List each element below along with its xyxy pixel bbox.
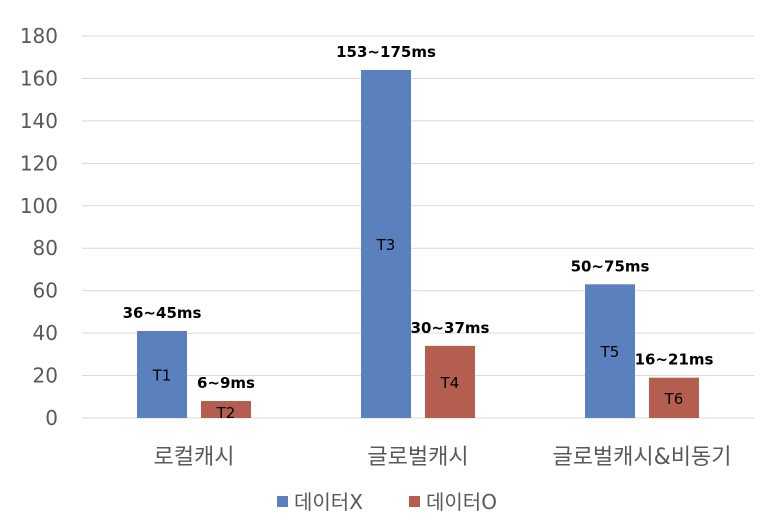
bar-label: T2 [216, 404, 236, 422]
bar [585, 284, 635, 418]
y-tick-label: 160 [20, 66, 58, 90]
bar [137, 330, 187, 418]
bar-label: T6 [664, 390, 684, 408]
bar [361, 69, 411, 418]
y-tick-label: 140 [20, 109, 58, 133]
bar-label: T4 [440, 374, 460, 392]
bar-label: T3 [376, 236, 396, 254]
x-tick-label: 글로벌캐시 [367, 445, 468, 470]
data-label: 36~45ms [123, 304, 202, 322]
bar [649, 377, 699, 418]
data-label: 30~37ms [411, 319, 490, 337]
bar [201, 401, 251, 418]
data-label: 50~75ms [571, 257, 650, 275]
data-label: 153~175ms [336, 43, 436, 61]
y-tick-label: 180 [20, 24, 58, 48]
bar-label: T5 [600, 343, 620, 361]
y-tick-label: 60 [33, 279, 58, 303]
y-tick-label: 20 [33, 364, 58, 388]
y-tick-label: 120 [20, 151, 58, 175]
y-tick-label: 100 [20, 194, 58, 218]
legend-label: 데이터X [294, 490, 363, 514]
bar-label: T1 [152, 366, 172, 384]
data-label: 16~21ms [635, 351, 714, 369]
data-label: 6~9ms [197, 374, 255, 392]
y-tick-label: 80 [33, 236, 58, 260]
x-tick-label: 글로벌캐시&비동기 [552, 445, 731, 470]
y-tick-label: 40 [33, 321, 58, 345]
y-tick-label: 0 [45, 406, 58, 430]
legend-label: 데이터O [426, 490, 497, 514]
legend-swatch [409, 496, 420, 507]
x-tick-label: 로컬캐시 [154, 445, 235, 470]
legend-swatch [277, 496, 288, 507]
bar [425, 345, 475, 418]
